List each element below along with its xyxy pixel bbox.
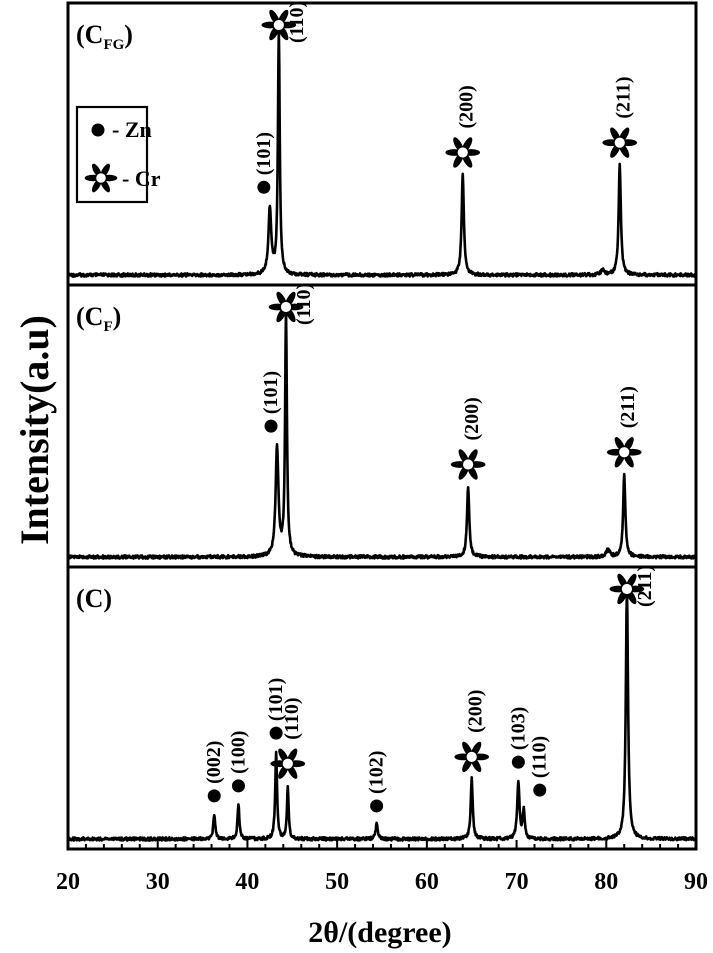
peak-index-label: (103) bbox=[507, 707, 529, 750]
panel-label-0: (CFG) bbox=[76, 20, 133, 53]
panel-label-sub: F bbox=[103, 319, 112, 335]
legend-zn-label: - Zn bbox=[112, 117, 152, 142]
plot-frame bbox=[66, 1, 698, 851]
peak-index-label: (110) bbox=[286, 1, 308, 43]
cr-star-marker bbox=[445, 137, 481, 168]
panel-label-2: (C) bbox=[76, 584, 112, 613]
zn-circle-marker bbox=[370, 799, 384, 813]
peak-index-label: (110) bbox=[529, 736, 551, 778]
x-tick-label: 90 bbox=[684, 869, 708, 895]
cr-star-marker bbox=[606, 437, 642, 468]
peak-index-label: (101) bbox=[253, 132, 275, 175]
x-tick-label: 80 bbox=[594, 869, 618, 895]
panel-label-sub: FG bbox=[103, 37, 124, 53]
x-tick-label: 60 bbox=[415, 869, 439, 895]
zn-circle-marker bbox=[257, 180, 271, 194]
peak-index-label: (211) bbox=[617, 386, 639, 428]
legend: - Zn - Cr bbox=[75, 105, 161, 204]
zn-circle-marker bbox=[264, 419, 278, 433]
cr-star-marker-center bbox=[621, 583, 633, 595]
panel-label-1: (CF) bbox=[76, 302, 121, 335]
legend-cr-marker-center bbox=[96, 173, 106, 183]
cr-star-marker-center bbox=[457, 147, 468, 158]
zn-circle-marker bbox=[269, 726, 283, 740]
panel-label-main: (C bbox=[76, 302, 103, 331]
peak-index-label: (101) bbox=[265, 678, 287, 721]
peak-index-label: (101) bbox=[260, 371, 282, 414]
x-tick-label: 20 bbox=[56, 869, 80, 895]
peak-index-label: (200) bbox=[456, 85, 478, 128]
zn-circle-marker bbox=[533, 783, 547, 797]
cr-star-marker-center bbox=[273, 19, 284, 31]
peak-index-label: (100) bbox=[227, 731, 249, 774]
legend-cr-marker bbox=[84, 163, 118, 193]
cr-star-marker-center bbox=[463, 459, 474, 470]
x-tick-label: 50 bbox=[325, 869, 349, 895]
plot-area: (CFG) (110)(101)(200) (211)(CF) (110)(101)(… bbox=[56, 1, 708, 895]
zn-circle-marker bbox=[231, 779, 245, 793]
cr-star-marker-center bbox=[619, 447, 630, 458]
cr-star-marker bbox=[609, 573, 645, 605]
peak-index-label: (002) bbox=[203, 741, 225, 784]
cr-star-marker bbox=[268, 291, 304, 323]
legend-box bbox=[75, 105, 149, 204]
zn-circle-marker bbox=[511, 755, 525, 769]
xrd-pattern-line-0 bbox=[66, 27, 698, 278]
panel-label-end: ) bbox=[124, 20, 133, 49]
cr-star-marker bbox=[602, 127, 638, 158]
zn-circle-marker bbox=[207, 789, 221, 803]
x-tick-label: 40 bbox=[235, 869, 259, 895]
cr-star-marker-center bbox=[614, 137, 625, 148]
y-axis-label: Intensity(a.u) bbox=[12, 315, 57, 545]
panel-label-main: (C) bbox=[76, 584, 112, 613]
peak-index-label: (200) bbox=[465, 690, 487, 733]
x-tick-label: 70 bbox=[505, 869, 529, 895]
legend-zn-marker bbox=[91, 123, 105, 137]
xrd-pattern-line-2 bbox=[67, 586, 698, 842]
cr-star-marker-center bbox=[466, 751, 477, 763]
cr-star-marker-center bbox=[280, 301, 292, 313]
x-tick-label: 30 bbox=[146, 869, 170, 895]
panel-label-main: (C bbox=[76, 20, 103, 49]
peak-index-label: (200) bbox=[461, 397, 483, 440]
cr-star-marker bbox=[454, 741, 490, 773]
peak-index-label: (211) bbox=[634, 565, 656, 607]
legend-cr-label: - Cr bbox=[122, 166, 161, 191]
cr-star-marker bbox=[270, 748, 306, 779]
cr-star-marker bbox=[261, 9, 297, 41]
cr-star-marker bbox=[450, 449, 486, 480]
xrd-pattern-line-1 bbox=[67, 307, 698, 560]
peak-index-label: (211) bbox=[613, 76, 635, 118]
peak-index-label: (110) bbox=[293, 283, 315, 325]
cr-star-marker-center bbox=[282, 758, 293, 769]
x-axis-label: 2θ/(degree) bbox=[308, 916, 451, 949]
peak-index-label: (102) bbox=[366, 751, 388, 794]
peak-index-label: (110) bbox=[281, 697, 303, 739]
panel-label-end: ) bbox=[113, 302, 122, 331]
